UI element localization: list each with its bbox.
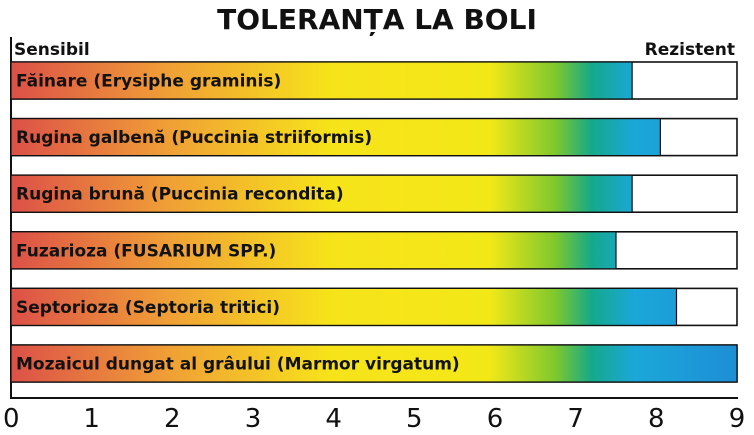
x-tick-label: 2 bbox=[164, 404, 181, 434]
scale-right-label: Rezistent bbox=[645, 40, 735, 60]
bar-fill bbox=[10, 344, 738, 383]
bar-fill bbox=[10, 287, 678, 326]
x-tick-label: 0 bbox=[3, 404, 20, 434]
bar-fill bbox=[10, 174, 633, 213]
x-tick-label: 5 bbox=[406, 404, 423, 434]
bar-label: Fuzarioza (FUSARIUM SPP.) bbox=[16, 241, 276, 261]
x-tick-label: 8 bbox=[648, 404, 665, 434]
x-tick-label: 7 bbox=[567, 404, 584, 434]
x-tick-labels: 0 1 2 3 4 5 6 7 8 9 bbox=[3, 404, 745, 434]
bar-label: Făinare (Erysiphe graminis) bbox=[16, 72, 281, 92]
x-tick-label: 4 bbox=[325, 404, 342, 434]
bar-label: Septorioza (Septoria tritici) bbox=[16, 298, 280, 318]
x-tick-label: 1 bbox=[83, 404, 100, 434]
scale-left-label: Sensibil bbox=[14, 40, 90, 60]
bar-label: Mozaicul dungat al grâului (Marmor virga… bbox=[16, 355, 460, 375]
x-tick-label: 3 bbox=[245, 404, 262, 434]
bar-fill bbox=[10, 231, 617, 270]
x-tick-label: 6 bbox=[487, 404, 504, 434]
chart-title: TOLERANȚA LA BOLI bbox=[217, 3, 537, 36]
bar-label: Rugina galbenă (Puccinia striiformis) bbox=[16, 128, 372, 148]
bar-group: Făinare (Erysiphe graminis) Rugina galben… bbox=[10, 61, 738, 383]
bar-fill bbox=[10, 117, 661, 157]
x-tick-label: 9 bbox=[729, 404, 746, 434]
bar-fill bbox=[10, 61, 633, 100]
bar-label: Rugina brună (Puccinia recondita) bbox=[16, 185, 344, 205]
